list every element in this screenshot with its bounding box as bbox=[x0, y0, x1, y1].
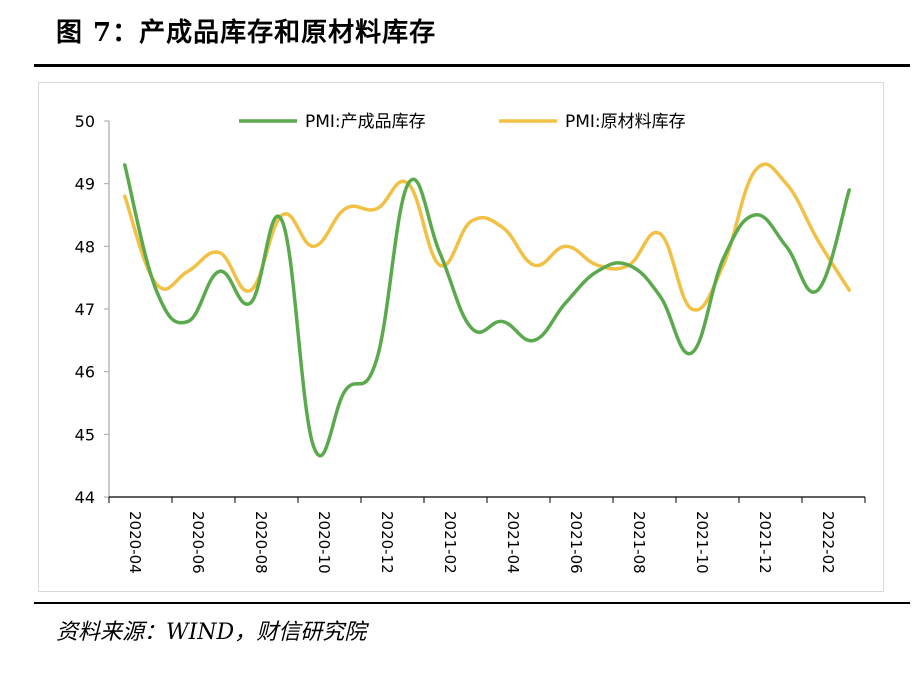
x-tick-label: 2022-02 bbox=[819, 511, 837, 574]
x-tick-label: 2020-12 bbox=[378, 511, 396, 574]
legend-label-1: PMI:原材料库存 bbox=[565, 112, 686, 132]
chart-series bbox=[123, 162, 851, 458]
line-chart: 44 45 46 47 48 49 50 2020-04 2020-06 2020-08 2020-… bbox=[75, 112, 866, 574]
x-tick-label: 2021-02 bbox=[441, 511, 459, 574]
chart-axes: 44 45 46 47 48 49 50 2020-04 2020-06 2020-08 2020-… bbox=[75, 112, 866, 574]
x-tick-label: 2020-04 bbox=[126, 511, 144, 574]
x-tick-label: 2021-12 bbox=[756, 511, 774, 574]
chart-legend: PMI:产成品库存 PMI:原材料库存 bbox=[239, 112, 686, 132]
x-tick-label: 2021-06 bbox=[567, 511, 585, 574]
x-tick-label: 2021-10 bbox=[693, 511, 711, 574]
x-tick-label: 2021-08 bbox=[630, 511, 648, 574]
x-tick-label: 2020-06 bbox=[189, 511, 207, 574]
legend-label-0: PMI:产成品库存 bbox=[305, 112, 426, 132]
chart-frame: 44 45 46 47 48 49 50 2020-04 2020-06 2020-08 2020-… bbox=[38, 82, 884, 592]
y-tick-label: 50 bbox=[75, 112, 95, 131]
y-tick-label: 47 bbox=[75, 300, 95, 319]
x-tick-label: 2021-04 bbox=[504, 511, 522, 574]
bottom-rule bbox=[34, 602, 910, 604]
y-tick-label: 46 bbox=[75, 363, 95, 382]
series-line-0 bbox=[123, 163, 851, 458]
y-tick-label: 48 bbox=[75, 237, 95, 256]
figure-title: 图 7：产成品库存和原材料库存 bbox=[56, 18, 437, 48]
y-tick-label: 49 bbox=[75, 175, 95, 194]
y-tick-label: 45 bbox=[75, 425, 95, 444]
y-tick-label: 44 bbox=[75, 488, 95, 507]
top-rule bbox=[34, 64, 910, 67]
x-tick-label: 2020-10 bbox=[315, 511, 333, 574]
source-note: 资料来源：WIND，财信研究院 bbox=[56, 620, 367, 645]
x-tick-label: 2020-08 bbox=[252, 511, 270, 574]
